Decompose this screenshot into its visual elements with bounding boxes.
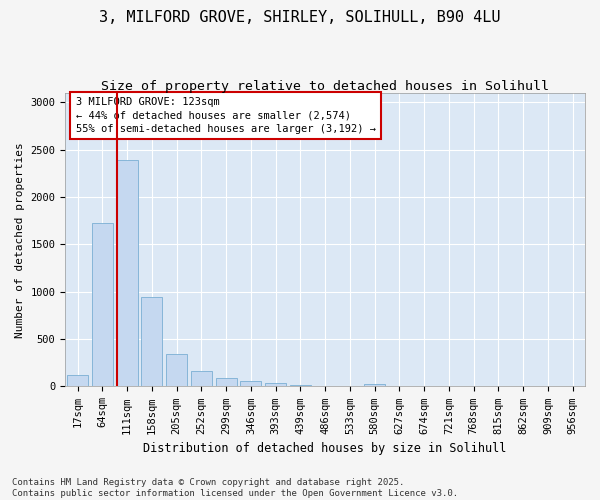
Bar: [364, 384, 385, 386]
Bar: [290, 384, 311, 386]
Bar: [215, 378, 236, 386]
Bar: [142, 296, 163, 386]
Bar: [92, 222, 113, 386]
Bar: [241, 381, 262, 386]
Y-axis label: Number of detached properties: Number of detached properties: [15, 142, 25, 338]
Bar: [166, 354, 187, 386]
Bar: [116, 160, 137, 386]
Bar: [191, 372, 212, 386]
Text: 3 MILFORD GROVE: 123sqm
← 44% of detached houses are smaller (2,574)
55% of semi: 3 MILFORD GROVE: 123sqm ← 44% of detache…: [76, 98, 376, 134]
X-axis label: Distribution of detached houses by size in Solihull: Distribution of detached houses by size …: [143, 442, 507, 455]
Bar: [265, 382, 286, 386]
Text: 3, MILFORD GROVE, SHIRLEY, SOLIHULL, B90 4LU: 3, MILFORD GROVE, SHIRLEY, SOLIHULL, B90…: [99, 10, 501, 25]
Title: Size of property relative to detached houses in Solihull: Size of property relative to detached ho…: [101, 80, 549, 93]
Bar: [67, 375, 88, 386]
Text: Contains HM Land Registry data © Crown copyright and database right 2025.
Contai: Contains HM Land Registry data © Crown c…: [12, 478, 458, 498]
